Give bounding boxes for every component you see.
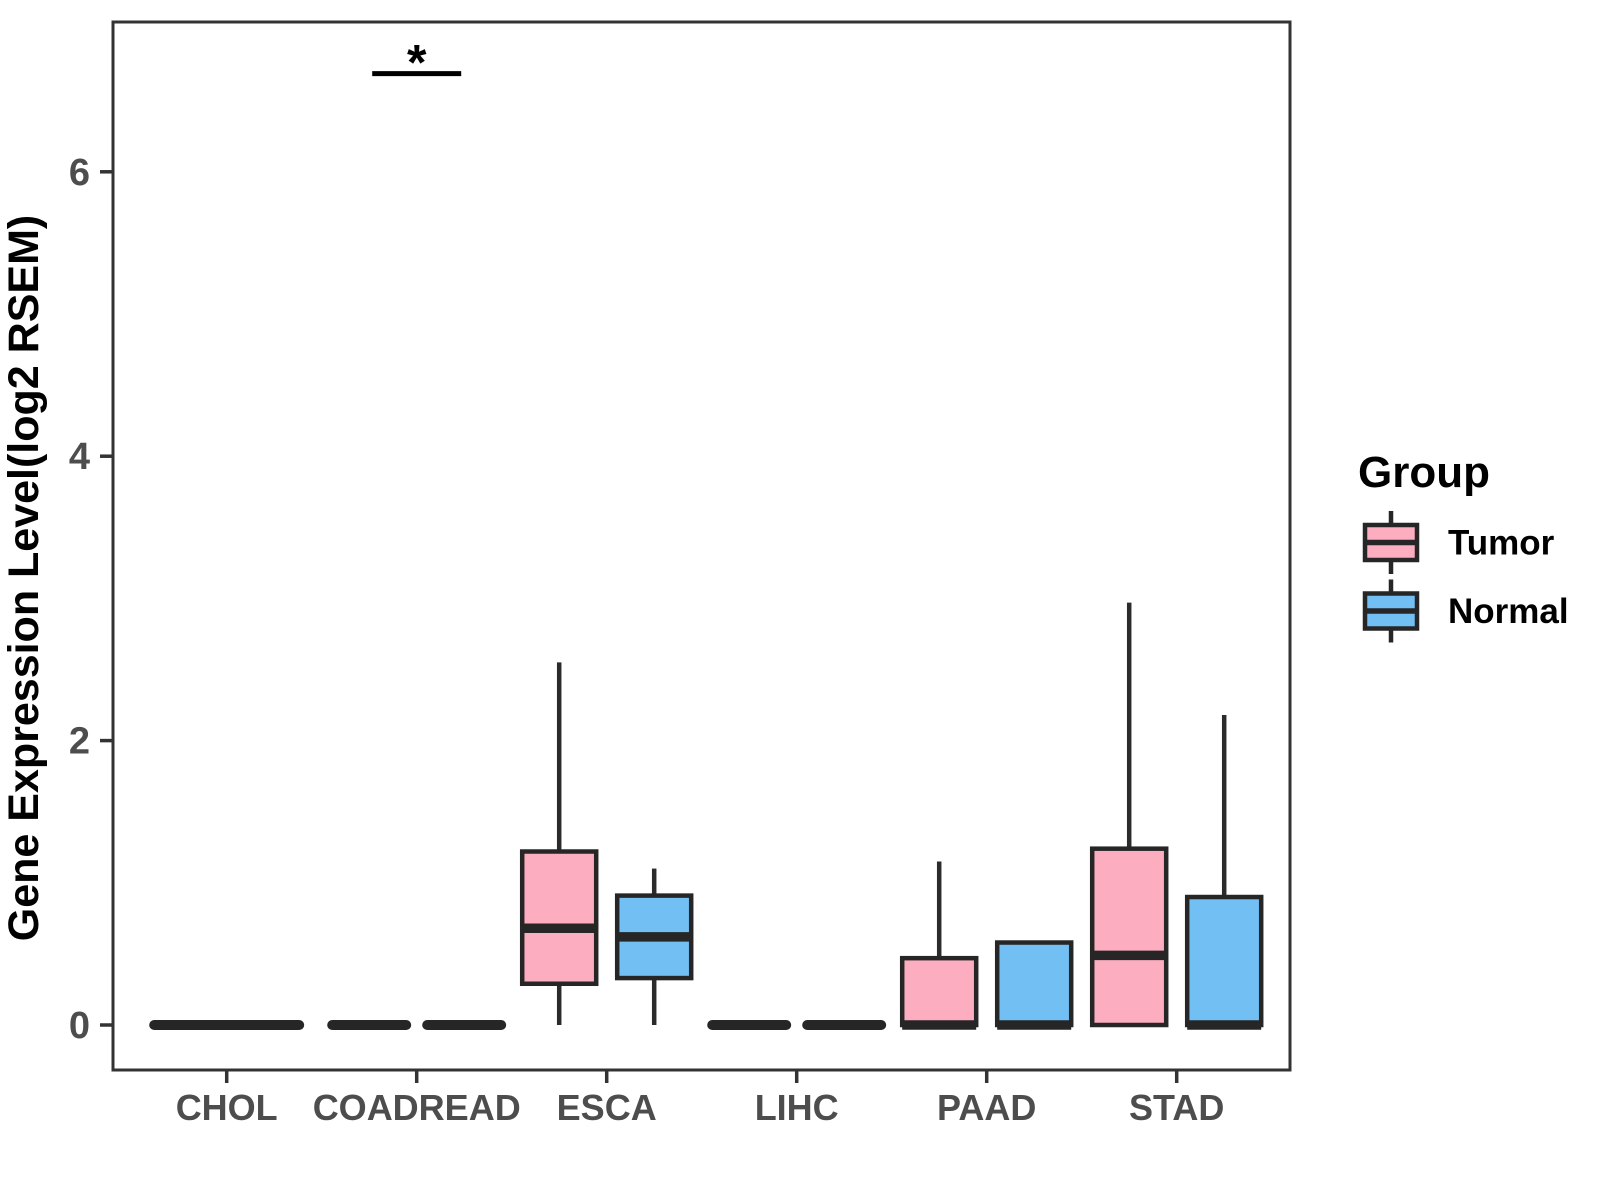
y-tick-label-2: 2 xyxy=(69,721,90,763)
box-stad-normal xyxy=(1184,715,1264,1030)
legend: Group Tumor Normal xyxy=(1358,448,1569,643)
legend-items: Tumor Normal xyxy=(1362,511,1569,643)
x-tick-label-lihc: LIHC xyxy=(755,1087,839,1128)
y-tick-label-4: 4 xyxy=(69,436,90,478)
box-paad-tumor xyxy=(899,861,979,1030)
legend-label-tumor: Tumor xyxy=(1448,524,1555,563)
iqr-box xyxy=(1184,894,1264,1028)
iqr-box xyxy=(1089,846,1169,1028)
box-esca-tumor xyxy=(519,662,599,1025)
y-axis-title: Gene Expression Level(log2 RSEM) xyxy=(0,215,48,941)
x-tick-label-esca: ESCA xyxy=(557,1087,657,1128)
box-paad-normal xyxy=(994,940,1074,1030)
significance-star: * xyxy=(407,35,427,91)
annotations-layer: * xyxy=(372,35,462,91)
iqr-box xyxy=(994,940,1074,1028)
significance-annotation-coadread: * xyxy=(372,35,462,91)
legend-item-tumor: Tumor xyxy=(1362,511,1555,574)
legend-label-normal: Normal xyxy=(1448,592,1569,631)
legend-title: Group xyxy=(1358,448,1490,497)
y-tick-label-0: 0 xyxy=(69,1005,90,1047)
y-tick-label-6: 6 xyxy=(69,152,90,194)
x-tick-label-paad: PAAD xyxy=(937,1087,1036,1128)
iqr-box xyxy=(899,955,979,1028)
x-tick-label-stad: STAD xyxy=(1129,1087,1224,1128)
x-axis: CHOL COADREAD ESCA LIHC PAAD STAD xyxy=(176,1070,1224,1128)
y-axis: 0 2 4 6 xyxy=(69,152,113,1047)
boxes-layer xyxy=(149,602,1264,1030)
box-esca-normal xyxy=(614,868,694,1025)
x-tick-label-coadread: COADREAD xyxy=(313,1087,521,1128)
iqr-box xyxy=(519,849,599,987)
x-tick-label-chol: CHOL xyxy=(176,1087,278,1128)
box-stad-tumor xyxy=(1089,602,1169,1028)
legend-item-normal: Normal xyxy=(1362,579,1569,643)
